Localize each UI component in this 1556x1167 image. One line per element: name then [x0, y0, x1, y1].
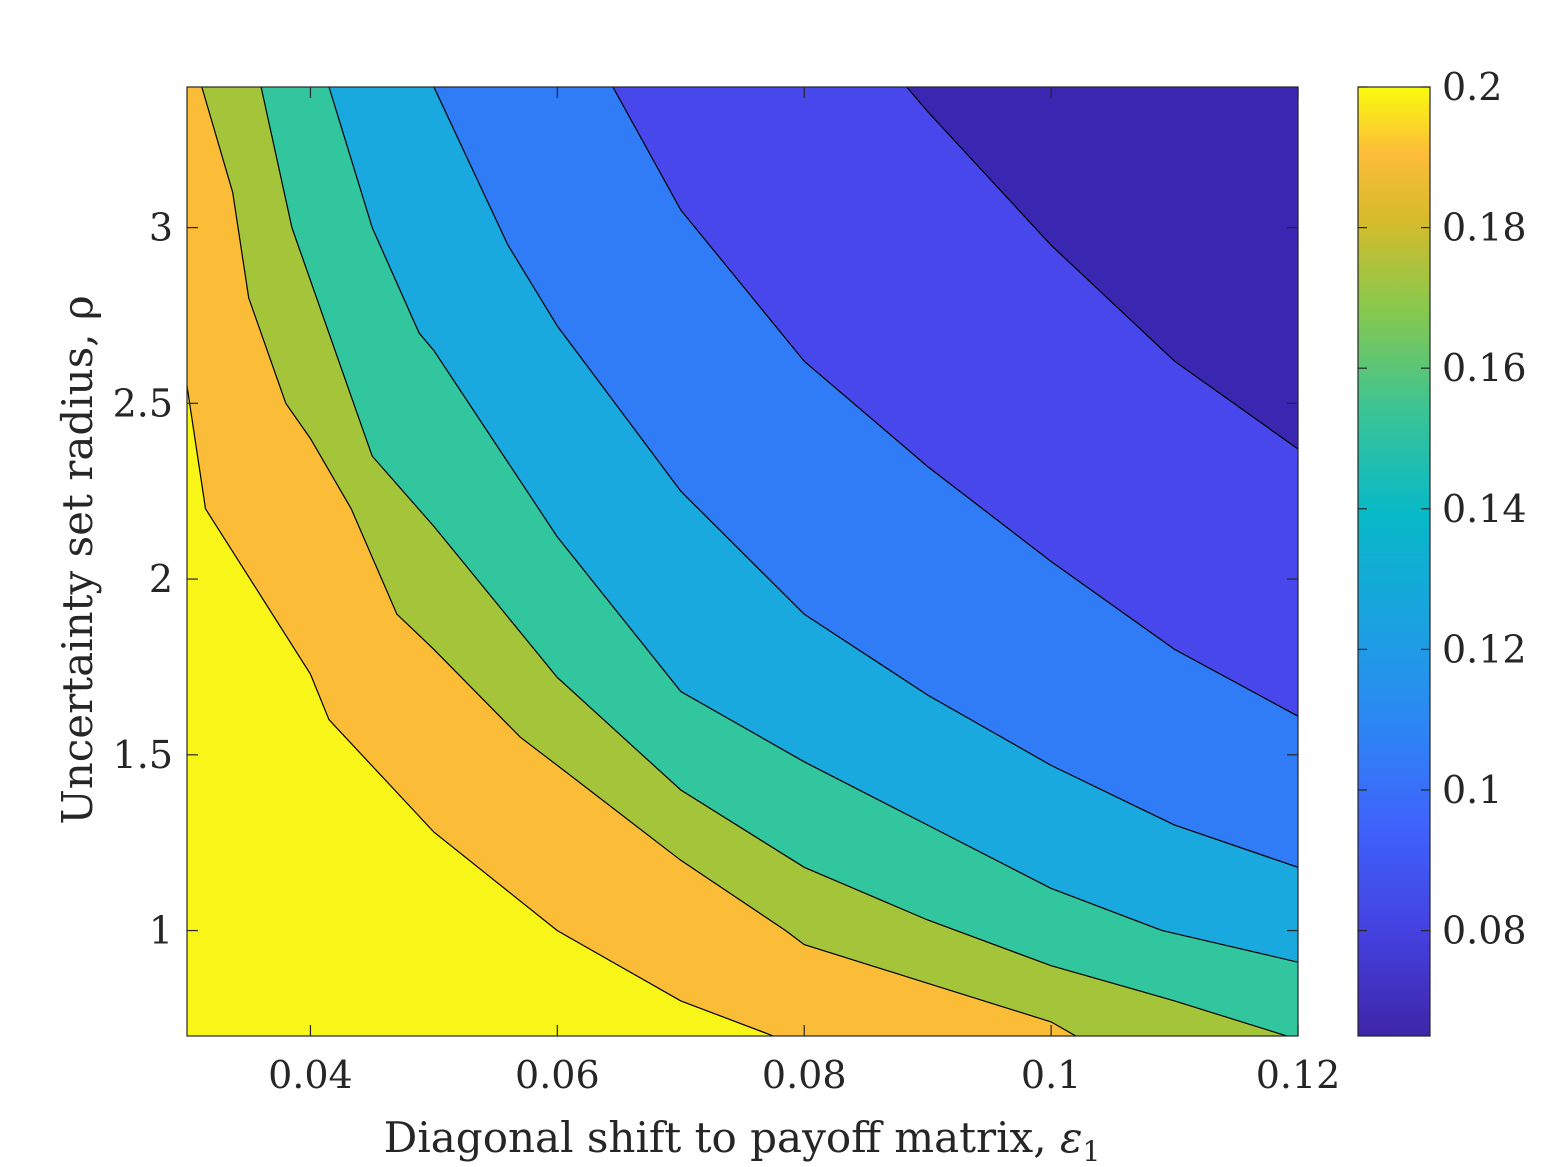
contour-line	[187, 385, 774, 1036]
contour-line	[328, 87, 1298, 963]
y-tick-label: 1.5	[113, 733, 173, 777]
x-tick-label: 0.04	[268, 1053, 353, 1097]
contour-line	[260, 87, 1289, 1036]
x-tick-label: 0.06	[515, 1053, 600, 1097]
x-tick-label: 0.08	[762, 1053, 847, 1097]
contour-line	[612, 87, 1298, 717]
contour-line	[906, 87, 1298, 450]
contour-regions	[187, 87, 1298, 1036]
colorbar-tick-label: 0.1	[1442, 768, 1502, 812]
colorbar-tick-label: 0.2	[1442, 65, 1502, 109]
contour-line	[201, 87, 1077, 1036]
x-axis-ticks: 0.04 0.06 0.08 0.1 0.12	[268, 87, 1340, 1097]
plot-frame	[186, 86, 1299, 1037]
y-axis-label: Uncertainty set radius, ρ	[53, 295, 102, 824]
colorbar-tick-label: 0.16	[1442, 346, 1527, 390]
colorbar-tick-label: 0.18	[1442, 206, 1527, 250]
y-tick-label: 2.5	[113, 381, 173, 425]
x-tick-label: 0.12	[1256, 1053, 1341, 1097]
colorbar	[1357, 86, 1431, 1037]
contour-lines	[187, 87, 1298, 1036]
x-axis-label: Diagonal shift to payoff matrix, ε1	[384, 1113, 1101, 1167]
x-tick-label: 0.1	[1021, 1053, 1081, 1097]
colorbar-ticks: 0.08 0.1 0.12 0.14 0.16 0.18 0.2	[1358, 65, 1527, 953]
y-tick-label: 2	[149, 557, 173, 601]
colorbar-tick-label: 0.08	[1442, 909, 1527, 953]
y-tick-label: 1	[149, 909, 173, 953]
colorbar-tick-label: 0.12	[1442, 627, 1527, 671]
contour-region	[906, 87, 1298, 449]
contour-line	[433, 87, 1298, 868]
colorbar-tick-label: 0.14	[1442, 487, 1527, 531]
y-tick-label: 3	[149, 206, 173, 250]
y-axis-ticks: 1 1.5 2 2.5 3	[113, 206, 1298, 953]
